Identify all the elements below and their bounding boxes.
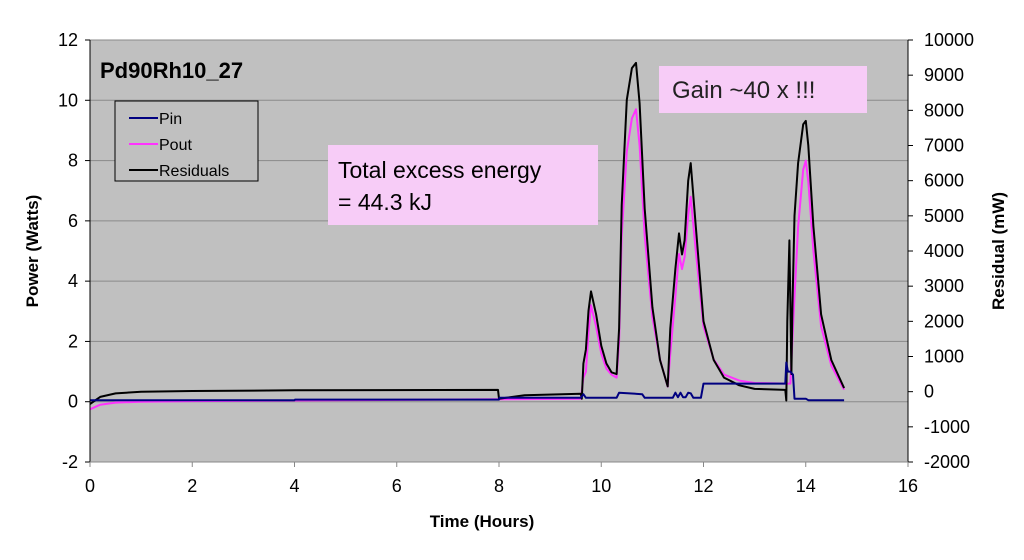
y2-tick-label: 1000 (924, 347, 964, 367)
chart-title: Pd90Rh10_27 (100, 58, 243, 83)
y-tick-label: 0 (68, 392, 78, 412)
y2-tick-label: 6000 (924, 171, 964, 191)
x-tick-label: 0 (85, 476, 95, 496)
series-pin (90, 361, 845, 402)
y-tick-label: 4 (68, 271, 78, 291)
y2-tick-label: 4000 (924, 241, 964, 261)
x-tick-label: 2 (187, 476, 197, 496)
y2-tick-label: 2000 (924, 311, 964, 331)
y2-tick-label: -2000 (924, 452, 970, 472)
y2-tick-label: -1000 (924, 417, 970, 437)
y2-tick-label: 7000 (924, 136, 964, 156)
y2-tick-label: 3000 (924, 276, 964, 296)
annotation-gain-text: Gain ~40 x !!! (672, 77, 815, 104)
y-tick-label: 2 (68, 331, 78, 351)
legend-label-pin: Pin (159, 111, 182, 128)
x-tick-label: 16 (898, 476, 918, 496)
y-tick-label: 8 (68, 151, 78, 171)
x-tick-label: 4 (289, 476, 299, 496)
annotation-energy-line1: Total excess energy (338, 157, 542, 183)
x-tick-label: 10 (591, 476, 611, 496)
x-tick-label: 6 (392, 476, 402, 496)
y2-tick-label: 8000 (924, 100, 964, 120)
y2-axis-label: Residual (mW) (989, 192, 1008, 310)
x-axis-label: Time (Hours) (430, 512, 535, 531)
y-tick-label: -2 (62, 452, 78, 472)
y-tick-label: 10 (58, 90, 78, 110)
legend-label-pout: Pout (159, 137, 192, 154)
legend: Pin Pout Residuals (114, 100, 259, 182)
annotation-energy: Total excess energy = 44.3 kJ (328, 145, 598, 225)
y-tick-label: 12 (58, 30, 78, 50)
y2-tick-label: 0 (924, 382, 934, 402)
y-tick-label: 6 (68, 211, 78, 231)
x-tick-label: 12 (693, 476, 713, 496)
y-axis-label: Power (Watts) (23, 195, 42, 308)
legend-label-residuals: Residuals (159, 163, 229, 180)
y2-tick-label: 5000 (924, 206, 964, 226)
y2-tick-label: 9000 (924, 65, 964, 85)
x-tick-label: 8 (494, 476, 504, 496)
annotation-energy-line2: = 44.3 kJ (338, 189, 432, 215)
y2-tick-label: 10000 (924, 30, 974, 50)
annotation-gain: Gain ~40 x !!! (659, 66, 867, 113)
x-tick-label: 14 (796, 476, 816, 496)
